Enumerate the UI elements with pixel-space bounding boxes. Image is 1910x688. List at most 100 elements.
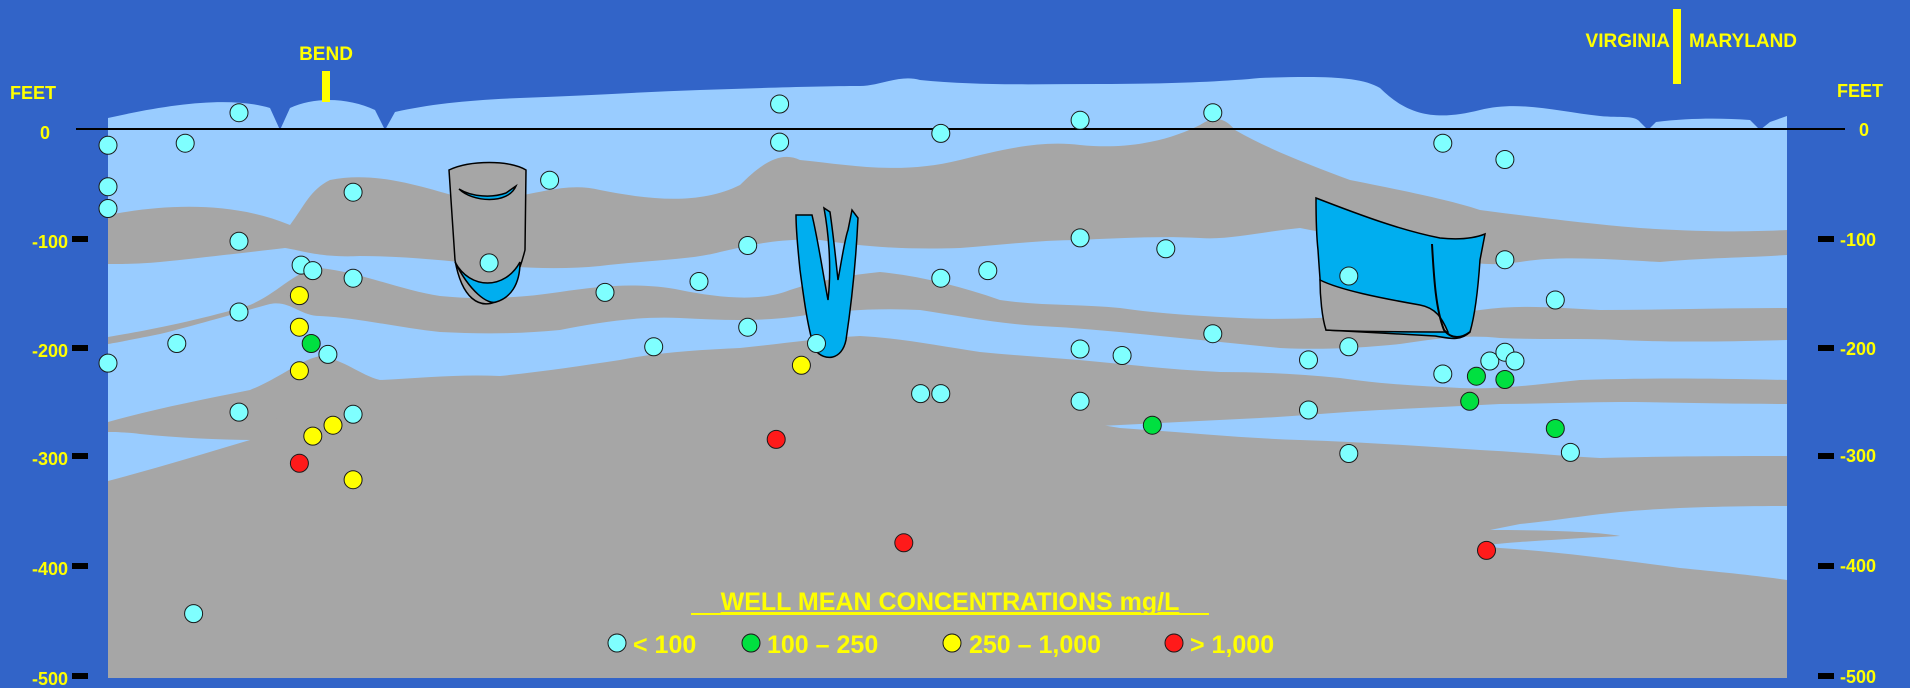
well-marker-moderate xyxy=(301,334,321,353)
well-marker-low xyxy=(229,103,249,123)
well-marker-low xyxy=(1339,266,1359,286)
right-axis-unit: FEET xyxy=(1837,81,1883,101)
left-tick-label: -300 xyxy=(32,449,68,469)
well-marker-very-high xyxy=(289,453,309,473)
left-tick-mark xyxy=(72,345,88,351)
legend-label-low: < 100 xyxy=(633,631,696,659)
right-tick-label: 0 xyxy=(1859,120,1869,140)
well-marker-low xyxy=(1545,290,1565,310)
well-marker-low xyxy=(318,344,338,364)
well-marker-moderate xyxy=(1495,370,1515,389)
well-marker-very-high xyxy=(894,533,914,553)
well-marker-low xyxy=(1070,339,1090,359)
right-tick-mark xyxy=(1818,563,1834,569)
well-marker-high xyxy=(289,317,309,337)
legend-label-high: 250 – 1,000 xyxy=(969,631,1101,659)
well-marker-low xyxy=(343,404,363,424)
well-marker-low xyxy=(1299,400,1318,420)
well-marker-low xyxy=(1505,351,1525,371)
left-tick-label: -100 xyxy=(32,232,68,252)
well-marker-low xyxy=(229,231,249,251)
well-marker-low xyxy=(931,268,951,288)
legend-marker-high xyxy=(942,633,962,653)
virginia-label: VIRGINIA xyxy=(1586,31,1671,52)
well-marker-low xyxy=(931,384,951,404)
saltwater-zone-3 xyxy=(1315,196,1486,340)
well-marker-low xyxy=(689,272,709,291)
well-marker-low xyxy=(1339,444,1359,463)
well-marker-low xyxy=(1156,239,1176,259)
well-marker-low xyxy=(1299,350,1318,370)
well-marker-low xyxy=(229,402,249,422)
right-elevation-axis: FEET 0 -100 -200 -300 -400 -500 xyxy=(1818,81,1883,687)
well-marker-low xyxy=(770,132,790,152)
well-marker-low xyxy=(175,133,195,153)
confining-unit-4 xyxy=(108,388,1787,678)
right-tick-label: -500 xyxy=(1840,667,1876,687)
well-marker-low xyxy=(1339,337,1359,357)
well-marker-low xyxy=(1433,364,1453,384)
legend-label-moderate: 100 – 250 xyxy=(767,631,878,659)
well-marker-low xyxy=(479,253,499,273)
well-marker-low xyxy=(167,334,187,353)
left-tick-label: -200 xyxy=(32,341,68,361)
left-tick-mark xyxy=(72,563,88,569)
right-tick-mark xyxy=(1818,236,1834,242)
legend-label-very-high: > 1,000 xyxy=(1190,631,1274,659)
well-marker-low xyxy=(644,337,664,357)
well-marker-moderate xyxy=(1466,366,1486,386)
well-marker-low xyxy=(229,302,249,322)
legend-marker-low xyxy=(607,633,627,653)
well-marker-low xyxy=(595,282,615,302)
legend-marker-moderate xyxy=(741,633,761,653)
well-marker-high xyxy=(289,286,309,306)
well-marker-high xyxy=(289,361,309,381)
well-marker-low xyxy=(738,317,758,337)
well-marker-low xyxy=(98,353,118,373)
legend-title: WELL MEAN CONCENTRATIONS mg/L xyxy=(721,588,1180,616)
well-marker-low xyxy=(911,384,931,404)
legend: WELL MEAN CONCENTRATIONS mg/L < 100 100 … xyxy=(607,588,1274,659)
left-tick-mark xyxy=(72,236,88,242)
well-marker-low xyxy=(1070,391,1090,411)
well-marker-low xyxy=(343,182,363,202)
well-marker-low xyxy=(98,199,118,218)
right-tick-label: -200 xyxy=(1840,339,1876,359)
well-marker-low xyxy=(1480,351,1500,371)
bend-marker xyxy=(322,71,330,102)
left-tick-mark xyxy=(72,453,88,459)
left-tick-label: 0 xyxy=(40,123,50,143)
left-tick-mark xyxy=(72,673,88,679)
well-marker-low xyxy=(1560,442,1580,462)
well-marker-low xyxy=(807,334,826,353)
right-tick-mark xyxy=(1818,453,1834,459)
well-marker-low xyxy=(1495,150,1515,169)
well-marker-low xyxy=(1495,250,1515,270)
left-tick-label: -400 xyxy=(32,559,68,579)
well-marker-low xyxy=(540,170,560,190)
well-marker-moderate xyxy=(1142,415,1162,435)
well-marker-moderate xyxy=(1460,391,1480,411)
right-tick-label: -300 xyxy=(1840,446,1876,466)
well-marker-high xyxy=(303,426,323,446)
well-marker-very-high xyxy=(766,429,786,449)
well-marker-moderate xyxy=(1545,419,1565,438)
saltwater-zone-1 xyxy=(448,161,527,305)
left-tick-label: -500 xyxy=(32,669,68,688)
well-marker-low xyxy=(978,261,998,281)
bend-label: BEND xyxy=(299,44,353,65)
well-marker-high xyxy=(791,355,811,375)
well-marker-low xyxy=(770,94,790,114)
right-tick-mark xyxy=(1818,345,1834,351)
well-marker-low xyxy=(343,268,363,288)
left-axis-unit: FEET xyxy=(10,83,56,103)
well-marker-high xyxy=(343,470,363,490)
well-marker-low xyxy=(1070,110,1090,130)
well-marker-high xyxy=(323,415,343,435)
well-marker-low xyxy=(98,135,118,155)
maryland-label: MARYLAND xyxy=(1689,31,1797,52)
saltwater-zone-2 xyxy=(795,206,859,359)
well-marker-low xyxy=(1070,228,1090,248)
well-marker-low xyxy=(1203,324,1223,344)
legend-marker-very-high xyxy=(1164,633,1184,653)
